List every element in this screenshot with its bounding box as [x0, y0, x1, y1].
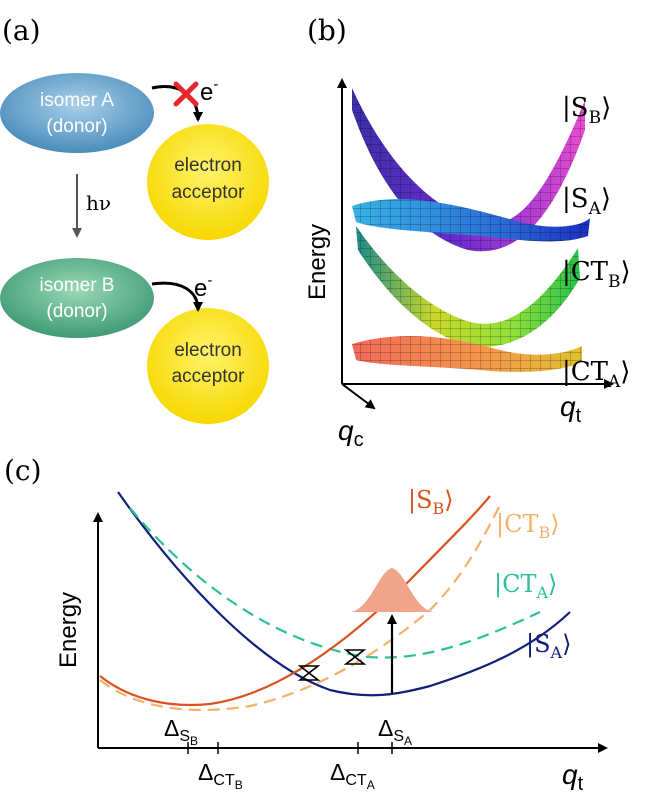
crossing-marker-2 [343, 649, 367, 665]
surface-ct-b [356, 226, 580, 347]
isomer-b-label-2: (donor) [46, 301, 107, 322]
panel-a: (a) isomer A (donor) electron acceptor e… [0, 14, 269, 424]
wavepacket [350, 568, 434, 612]
surface-s-a [352, 199, 590, 242]
surface-ct-a [352, 336, 582, 372]
transfer-arrow-bottom [151, 281, 203, 312]
c-y-axis-label: Energy [55, 592, 82, 668]
acceptor-top-circle [147, 124, 269, 240]
c-label-s-b: |SB⟩ [408, 486, 454, 518]
b-state-ct-a: |CTA⟩ [562, 357, 630, 392]
isomer-b-ellipse [0, 258, 154, 338]
curve-ct-b [99, 504, 501, 712]
b-state-ct-b: |CTB⟩ [562, 257, 631, 292]
acceptor-bottom-label-2: acceptor [172, 366, 246, 387]
panel-c-label: (c) [4, 454, 42, 487]
curve-s-b [99, 495, 491, 707]
c-label-ct-a: |CTA⟩ [494, 570, 557, 602]
acceptor-top-label-1: electron [174, 155, 242, 176]
tick-label-ct-a: ΔCTA [330, 759, 375, 792]
acceptor-bottom-circle [147, 308, 269, 424]
blocked-x-icon [173, 81, 199, 107]
tick-label-s-b: ΔSB [164, 715, 198, 748]
acceptor-top-label-2: acceptor [172, 182, 246, 203]
b-y-axis-label: Energy [304, 224, 331, 300]
curve-ct-a [129, 507, 541, 659]
photon-label: hν [86, 191, 111, 215]
panel-b: (b) Energy qt qc |SB⟩ |SA⟩ |CTB⟩ |CTA [304, 14, 631, 451]
isomer-a-ellipse [0, 73, 154, 153]
isomer-a-label-2: (donor) [46, 116, 107, 137]
electron-bottom: e- [194, 272, 212, 302]
crossing-marker-1 [297, 665, 321, 681]
tick-label-ct-b: ΔCTB [198, 759, 243, 792]
acceptor-bottom-label-1: electron [174, 340, 242, 361]
b-x-axis-label: qt [560, 391, 582, 427]
panel-b-label: (b) [307, 14, 347, 47]
panel-c: (c) Energy qt ΔSB ΔCTB ΔCTA ΔSA [4, 454, 608, 795]
c-label-ct-b: |CTB⟩ [496, 510, 560, 542]
electron-top: e- [200, 76, 218, 106]
b-state-s-a: |SA⟩ [562, 184, 611, 219]
isomer-b-label-1: isomer B [40, 275, 115, 296]
tick-label-s-a: ΔSA [378, 715, 412, 748]
panel-a-label: (a) [2, 14, 41, 47]
b-state-s-b: |SB⟩ [562, 93, 611, 128]
b-qc-axis [341, 383, 376, 410]
c-x-axis-label: qt [562, 759, 584, 795]
curve-s-a [117, 491, 571, 697]
c-label-s-a: |SA⟩ [526, 630, 571, 662]
isomer-a-label-1: isomer A [40, 90, 114, 111]
b-z-axis-label: qc [338, 415, 364, 451]
